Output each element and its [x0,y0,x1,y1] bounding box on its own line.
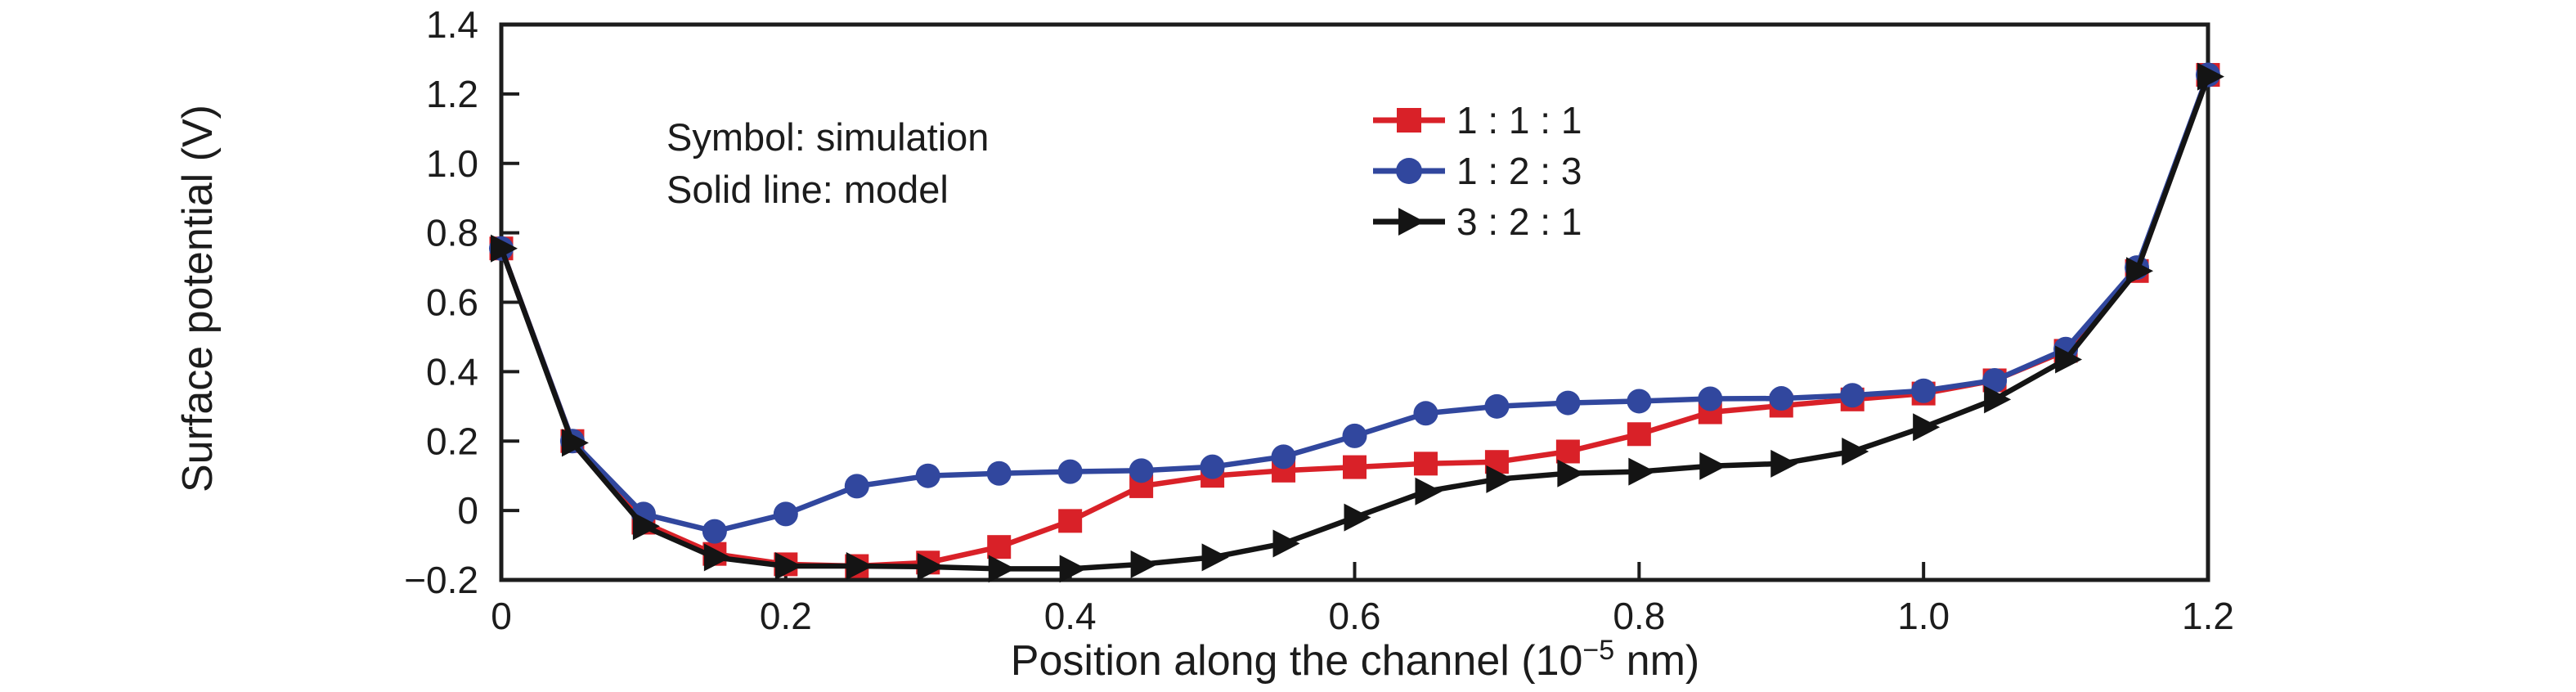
svg-text:1.0: 1.0 [426,142,478,185]
legend-row-123: 1 : 2 : 3 [1371,146,1582,196]
svg-text:1.2: 1.2 [2182,595,2234,637]
svg-text:0.6: 0.6 [1329,595,1381,637]
x-axis-title: Position along the channel (10−5 nm) [1010,635,1700,685]
y-axis-title: Surface potential (V) [174,104,222,493]
annotation-block: Symbol: simulation Solid line: model [666,111,989,216]
legend-row-111: 1 : 1 : 1 [1371,95,1582,146]
svg-text:−0.2: −0.2 [404,559,478,601]
svg-text:0: 0 [491,595,512,637]
svg-text:0.6: 0.6 [426,281,478,324]
triangle-right-marker-icon [1373,208,1445,236]
svg-text:0.4: 0.4 [426,350,478,393]
svg-text:0.8: 0.8 [1613,595,1665,637]
svg-text:1.0: 1.0 [1897,595,1950,637]
annotation-symbol-line: Symbol: simulation [666,115,990,159]
svg-text:0.2: 0.2 [760,595,812,637]
svg-text:0.4: 0.4 [1044,595,1097,637]
legend-label-111: 1 : 1 : 1 [1456,99,1582,142]
svg-text:0: 0 [457,489,478,532]
legend: 1 : 1 : 1 1 : 2 : 3 3 : 2 : 1 [1371,95,1582,247]
x-axis-title-exponent: −5 [1582,635,1615,667]
square-marker-icon [1373,108,1445,133]
svg-text:1.2: 1.2 [426,73,478,115]
x-axis-title-main: Position along the channel (10 [1010,637,1583,685]
svg-text:1.4: 1.4 [426,3,478,46]
svg-text:0.2: 0.2 [426,420,478,462]
circle-marker-icon [1373,158,1445,184]
annotation-solid-line: Solid line: model [666,168,949,211]
svg-text:0.8: 0.8 [426,212,478,254]
legend-label-123: 1 : 2 : 3 [1456,150,1582,192]
legend-label-321: 3 : 2 : 1 [1456,200,1582,243]
legend-row-321: 3 : 2 : 1 [1371,196,1582,247]
x-axis-title-unit: nm) [1614,637,1700,685]
